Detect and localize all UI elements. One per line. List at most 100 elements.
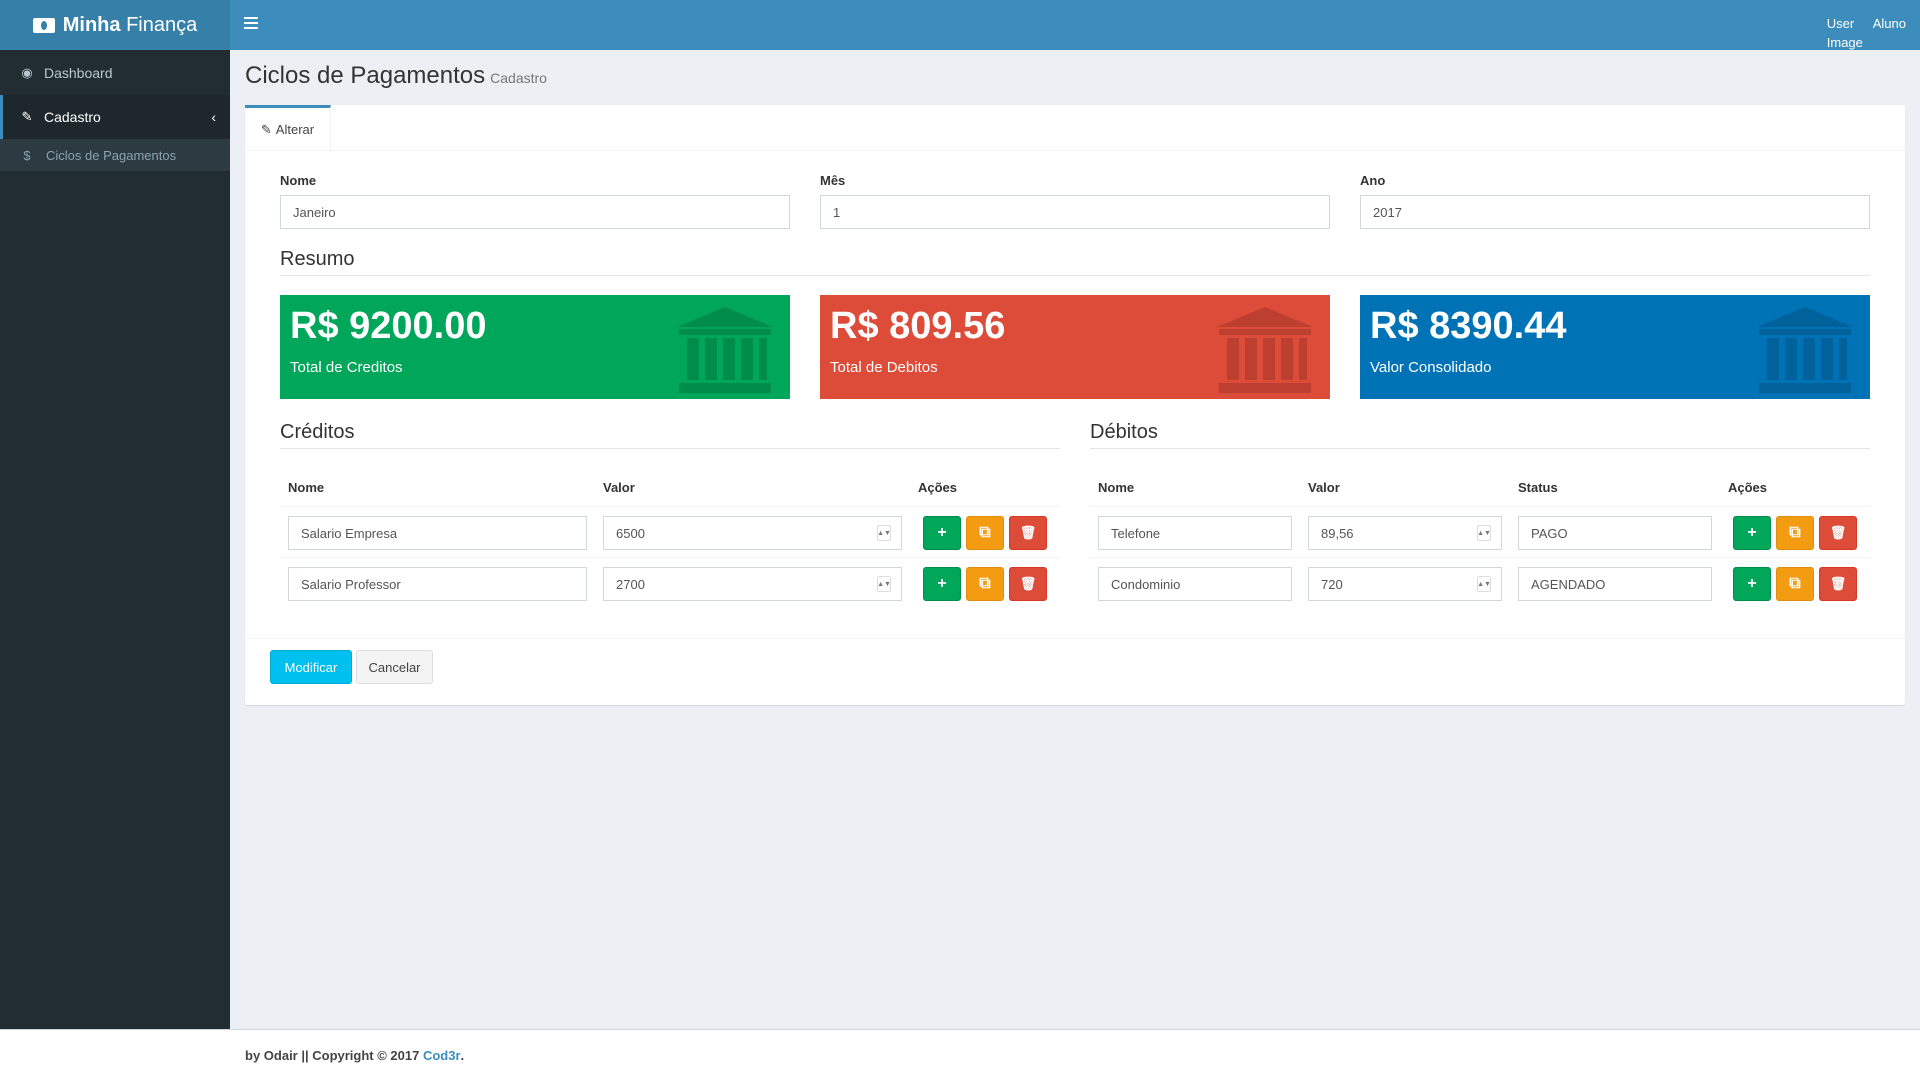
ano-input[interactable]: 2017 (1360, 195, 1870, 229)
edit-icon: ✎ (21, 109, 33, 124)
summary-amount: R$ 9200.00 (290, 305, 487, 347)
copy-credit-button[interactable]: ⧉ (966, 567, 1004, 601)
bank-icon (677, 307, 773, 393)
add-debit-button[interactable]: + (1733, 516, 1771, 550)
sidebar: ◉ Dashboard ✎ Cadastro ‹ $ Ciclos de Pag… (0, 50, 230, 1029)
user-menu[interactable]: User Image Aluno (1827, 16, 1906, 52)
creditos-header-valor: Valor (603, 480, 635, 495)
resumo-title: Resumo (280, 248, 1870, 276)
content-box: ✎ Alterar Nome Janeiro Mês 1 Ano 2017 Re… (245, 105, 1905, 705)
debitos-header-valor: Valor (1308, 480, 1340, 495)
debitos-header-acoes: Ações (1728, 480, 1768, 495)
box-footer-divider (245, 638, 1905, 639)
debito-status-input[interactable]: PAGO (1518, 516, 1712, 550)
sidebar-item-cadastro[interactable]: ✎ Cadastro ‹ (0, 95, 230, 139)
page-footer: by Odair || Copyright © 2017 Cod3r . (0, 1029, 1920, 1080)
modificar-button[interactable]: Modificar (270, 650, 352, 684)
money-icon (32, 17, 55, 33)
credito-valor-input[interactable]: 2700 ▲▼ (603, 567, 902, 601)
top-navbar: Minha Finança User Image Aluno (0, 0, 1920, 50)
debito-valor-input[interactable]: 720 ▲▼ (1308, 567, 1502, 601)
credito-nome-input[interactable]: Salario Professor (288, 567, 587, 601)
credito-valor-value: 2700 (616, 576, 645, 592)
debito-valor-value: 720 (1321, 576, 1343, 592)
user-image-alt: User Image (1826, 16, 1863, 50)
summary-caption: Total de Debitos (830, 359, 938, 376)
tab-alterar[interactable]: ✎ Alterar (245, 105, 331, 151)
mes-label: Mês (820, 173, 846, 188)
spinner-icon[interactable]: ▲▼ (877, 525, 891, 541)
copy-icon: ⧉ (979, 575, 991, 592)
copy-icon: ⧉ (979, 524, 991, 541)
debitos-header-status: Status (1518, 480, 1558, 495)
mes-input[interactable]: 1 (820, 195, 1330, 229)
summary-card-debitos: R$ 809.56 Total de Debitos (820, 295, 1330, 399)
sidebar-subitem-ciclos[interactable]: $ Ciclos de Pagamentos (0, 139, 230, 171)
delete-debit-button[interactable]: 🗑 (1819, 567, 1857, 601)
user-name: Aluno (1872, 16, 1906, 31)
table-divider (1090, 557, 1870, 558)
ano-label: Ano (1360, 173, 1386, 188)
dashboard-icon: ◉ (21, 65, 33, 80)
summary-amount: R$ 8390.44 (1370, 305, 1567, 347)
nome-label: Nome (280, 173, 317, 188)
debitos-header-nome: Nome (1098, 480, 1135, 495)
sidebar-item-label: Cadastro (44, 109, 101, 125)
footer-suffix: . (460, 1047, 465, 1063)
debito-nome-input[interactable]: Condominio (1098, 567, 1292, 601)
summary-card-creditos: R$ 9200.00 Total de Creditos (280, 295, 790, 399)
credito-valor-input[interactable]: 6500 ▲▼ (603, 516, 902, 550)
spinner-icon[interactable]: ▲▼ (1477, 576, 1491, 592)
spinner-icon[interactable]: ▲▼ (1477, 525, 1491, 541)
plus-icon: + (1747, 524, 1757, 541)
add-debit-button[interactable]: + (1733, 567, 1771, 601)
credito-nome-input[interactable]: Salario Empresa (288, 516, 587, 550)
pencil-icon: ✎ (260, 121, 272, 137)
debito-nome-input[interactable]: Telefone (1098, 516, 1292, 550)
logo-title-light: Finança (126, 13, 198, 36)
tab-label: Alterar (275, 122, 315, 137)
table-divider (280, 557, 1060, 558)
debito-valor-value: 89,56 (1321, 525, 1354, 541)
debitos-title: Débitos (1090, 421, 1870, 449)
chevron-left-icon: ‹ (211, 109, 216, 125)
sidebar-subitem-label: Ciclos de Pagamentos (46, 147, 177, 163)
plus-icon: + (937, 575, 947, 592)
creditos-header-nome: Nome (288, 480, 325, 495)
footer-link[interactable]: Cod3r (422, 1047, 461, 1063)
summary-card-consolidado: R$ 8390.44 Valor Consolidado (1360, 295, 1870, 399)
copy-debit-button[interactable]: ⧉ (1776, 567, 1814, 601)
credito-valor-value: 6500 (616, 525, 645, 541)
bank-icon (1217, 307, 1313, 393)
cancelar-button[interactable]: Cancelar (356, 650, 433, 684)
delete-debit-button[interactable]: 🗑 (1819, 516, 1857, 550)
trash-icon: 🗑 (1829, 525, 1847, 540)
plus-icon: + (937, 524, 947, 541)
tab-strip: ✎ Alterar (245, 105, 1905, 151)
add-credit-button[interactable]: + (923, 567, 961, 601)
creditos-title: Créditos (280, 421, 1060, 449)
page-subtitle: Cadastro (490, 70, 547, 86)
table-divider (280, 506, 1060, 507)
copy-debit-button[interactable]: ⧉ (1776, 516, 1814, 550)
debito-valor-input[interactable]: 89,56 ▲▼ (1308, 516, 1502, 550)
creditos-header-acoes: Ações (918, 480, 958, 495)
sidebar-item-label: Dashboard (44, 65, 113, 81)
trash-icon: 🗑 (1019, 576, 1037, 591)
logo-title-bold: Minha (62, 13, 121, 36)
sidebar-toggle-icon[interactable] (244, 17, 258, 33)
app-logo[interactable]: Minha Finança (0, 0, 230, 50)
copy-icon: ⧉ (1789, 524, 1801, 541)
delete-credit-button[interactable]: 🗑 (1009, 567, 1047, 601)
debito-status-input[interactable]: AGENDADO (1518, 567, 1712, 601)
table-divider (1090, 506, 1870, 507)
page-header: Ciclos de Pagamentos Cadastro (245, 62, 547, 90)
trash-icon: 🗑 (1829, 576, 1847, 591)
sidebar-item-dashboard[interactable]: ◉ Dashboard (0, 51, 230, 95)
spinner-icon[interactable]: ▲▼ (877, 576, 891, 592)
copy-credit-button[interactable]: ⧉ (966, 516, 1004, 550)
trash-icon: 🗑 (1019, 525, 1037, 540)
add-credit-button[interactable]: + (923, 516, 961, 550)
nome-input[interactable]: Janeiro (280, 195, 790, 229)
delete-credit-button[interactable]: 🗑 (1009, 516, 1047, 550)
